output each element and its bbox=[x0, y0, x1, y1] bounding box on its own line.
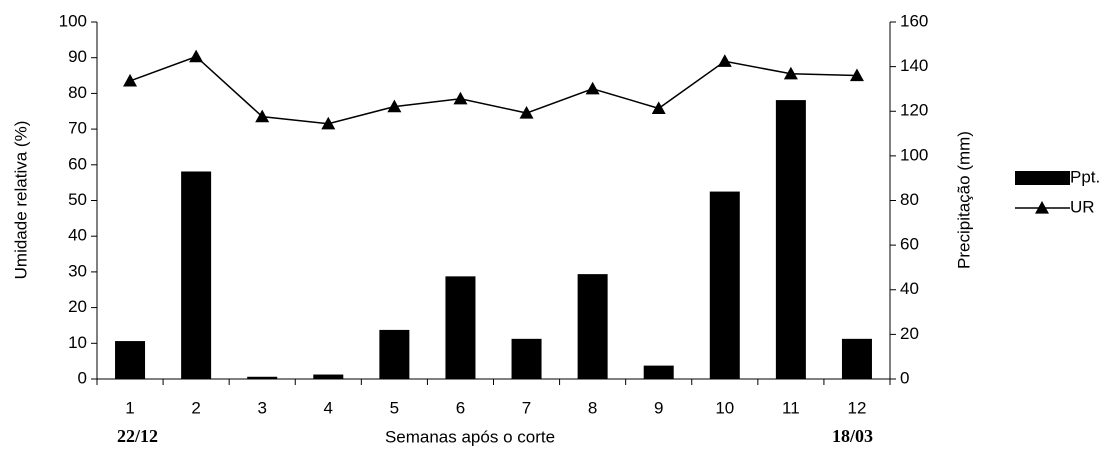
x-tick-label: 6 bbox=[456, 398, 465, 417]
bar bbox=[445, 276, 476, 379]
bar bbox=[379, 329, 410, 379]
bar bbox=[181, 171, 212, 379]
x-tick-label: 8 bbox=[588, 398, 597, 417]
y2-tick-label: 100 bbox=[900, 145, 928, 164]
x-tick-label: 2 bbox=[191, 398, 200, 417]
y-tick-label: 20 bbox=[68, 297, 87, 316]
marker bbox=[321, 116, 336, 130]
bar bbox=[577, 274, 608, 379]
y-tick-label: 50 bbox=[68, 190, 87, 209]
y2-tick-label: 140 bbox=[900, 56, 928, 75]
bar bbox=[247, 376, 278, 379]
bar bbox=[841, 338, 872, 379]
x-tick-label: 10 bbox=[715, 398, 734, 417]
x-tick-label: 4 bbox=[324, 398, 333, 417]
y2-tick-label: 0 bbox=[900, 368, 909, 387]
annotation: 22/12 bbox=[117, 426, 158, 446]
y-tick-label: 30 bbox=[68, 261, 87, 280]
x-tick-label: 11 bbox=[782, 398, 800, 417]
y-tick-label: 10 bbox=[68, 333, 87, 352]
y-axis-title: Umidade relativa (%) bbox=[11, 121, 30, 280]
line bbox=[129, 55, 857, 125]
y2-axis-title: Precipitação (mm) bbox=[954, 131, 973, 269]
y2-tick-label: 60 bbox=[900, 235, 919, 254]
marker bbox=[783, 66, 798, 80]
marker bbox=[651, 101, 666, 114]
legend-label: UR bbox=[1070, 197, 1095, 216]
bar bbox=[115, 341, 146, 379]
x-axis-title: Semanas após o corte bbox=[385, 427, 555, 446]
marker bbox=[387, 99, 402, 113]
x-tick-label: 12 bbox=[847, 398, 866, 417]
marker bbox=[453, 91, 468, 105]
y2-tick-label: 160 bbox=[900, 11, 928, 30]
y-tick-label: 60 bbox=[68, 154, 87, 173]
marker bbox=[849, 68, 864, 82]
bar bbox=[709, 191, 740, 379]
y-tick-label: 100 bbox=[59, 11, 87, 30]
y2-tick-label: 80 bbox=[900, 190, 919, 209]
bar bbox=[511, 338, 542, 379]
legend-label: Ppt. bbox=[1070, 167, 1100, 186]
legend-swatch bbox=[1015, 171, 1070, 185]
marker bbox=[189, 49, 204, 63]
x-tick-label: 3 bbox=[257, 398, 266, 417]
y-tick-label: 90 bbox=[68, 47, 87, 66]
y2-tick-label: 40 bbox=[900, 279, 919, 298]
y2-tick-label: 120 bbox=[900, 101, 928, 120]
y-tick-label: 70 bbox=[68, 119, 87, 138]
x-tick-label: 5 bbox=[390, 398, 399, 417]
legend-marker bbox=[1035, 201, 1049, 214]
marker bbox=[585, 81, 600, 95]
marker bbox=[519, 106, 534, 119]
x-tick-label: 1 bbox=[125, 398, 134, 417]
y-tick-label: 0 bbox=[78, 368, 87, 387]
x-tick-label: 7 bbox=[522, 398, 531, 417]
bar bbox=[775, 100, 806, 379]
y-tick-label: 80 bbox=[68, 83, 87, 102]
bar bbox=[313, 374, 344, 379]
bar bbox=[643, 365, 674, 379]
marker bbox=[123, 73, 138, 87]
x-tick-label: 9 bbox=[654, 398, 663, 417]
y-tick-label: 40 bbox=[68, 226, 87, 245]
y2-tick-label: 20 bbox=[900, 324, 919, 343]
marker bbox=[255, 109, 270, 123]
annotation: 18/03 bbox=[832, 426, 873, 446]
marker bbox=[717, 54, 732, 67]
